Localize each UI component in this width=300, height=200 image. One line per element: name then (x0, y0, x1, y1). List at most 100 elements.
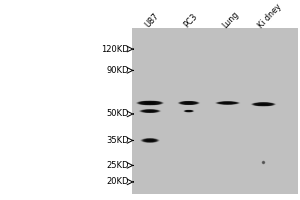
Ellipse shape (146, 140, 154, 141)
Ellipse shape (186, 110, 191, 112)
Ellipse shape (185, 110, 193, 112)
Ellipse shape (146, 102, 154, 104)
Ellipse shape (179, 101, 199, 105)
Ellipse shape (142, 102, 158, 104)
Ellipse shape (185, 102, 192, 104)
Ellipse shape (144, 139, 156, 142)
Ellipse shape (145, 110, 155, 112)
Ellipse shape (149, 140, 151, 141)
Text: U87: U87 (143, 12, 161, 30)
Ellipse shape (186, 110, 192, 112)
Ellipse shape (215, 101, 240, 105)
Ellipse shape (145, 110, 155, 112)
Ellipse shape (221, 102, 234, 104)
Ellipse shape (139, 109, 161, 113)
Ellipse shape (185, 102, 193, 104)
Ellipse shape (144, 102, 156, 104)
Ellipse shape (136, 101, 164, 105)
Ellipse shape (149, 140, 151, 141)
Ellipse shape (218, 102, 237, 104)
Ellipse shape (218, 102, 238, 104)
Ellipse shape (142, 102, 158, 104)
Ellipse shape (186, 110, 192, 112)
Ellipse shape (144, 102, 156, 104)
Ellipse shape (146, 139, 154, 141)
Text: 35KD: 35KD (106, 136, 129, 145)
Ellipse shape (143, 102, 157, 104)
Ellipse shape (218, 102, 237, 104)
Ellipse shape (140, 101, 160, 105)
Ellipse shape (181, 101, 197, 105)
Ellipse shape (261, 104, 266, 105)
Ellipse shape (259, 103, 268, 105)
Ellipse shape (260, 104, 267, 105)
Ellipse shape (180, 101, 197, 105)
Ellipse shape (184, 102, 194, 104)
Ellipse shape (259, 104, 268, 105)
Ellipse shape (186, 111, 191, 112)
Ellipse shape (261, 104, 266, 105)
Ellipse shape (184, 110, 194, 112)
Ellipse shape (146, 110, 154, 112)
Ellipse shape (141, 138, 159, 143)
Ellipse shape (179, 101, 198, 105)
Ellipse shape (255, 103, 272, 106)
Ellipse shape (141, 109, 159, 113)
Ellipse shape (222, 102, 233, 104)
Ellipse shape (182, 102, 196, 104)
Ellipse shape (146, 139, 154, 142)
Ellipse shape (216, 101, 239, 105)
Ellipse shape (147, 110, 153, 112)
Ellipse shape (178, 101, 199, 105)
Ellipse shape (183, 110, 194, 112)
Ellipse shape (140, 109, 160, 113)
Ellipse shape (146, 110, 154, 112)
Ellipse shape (224, 102, 231, 104)
Ellipse shape (184, 110, 193, 112)
Ellipse shape (252, 102, 275, 106)
Ellipse shape (256, 103, 271, 106)
Ellipse shape (221, 102, 235, 104)
Ellipse shape (147, 140, 153, 141)
Ellipse shape (186, 102, 192, 104)
Ellipse shape (253, 103, 274, 106)
Ellipse shape (178, 101, 200, 105)
Ellipse shape (143, 110, 157, 112)
Ellipse shape (181, 102, 196, 104)
Ellipse shape (142, 138, 158, 142)
Ellipse shape (148, 140, 152, 141)
Ellipse shape (142, 110, 158, 112)
Ellipse shape (187, 111, 191, 112)
Ellipse shape (137, 101, 163, 105)
Ellipse shape (148, 111, 152, 112)
Ellipse shape (254, 103, 273, 106)
Ellipse shape (184, 110, 194, 112)
Ellipse shape (183, 102, 195, 104)
Ellipse shape (145, 139, 155, 142)
Ellipse shape (140, 109, 160, 113)
Ellipse shape (223, 102, 232, 104)
Ellipse shape (253, 102, 274, 106)
Ellipse shape (260, 104, 267, 105)
Ellipse shape (216, 101, 239, 105)
Ellipse shape (251, 102, 276, 106)
Text: Lung: Lung (221, 9, 241, 30)
Ellipse shape (141, 110, 159, 113)
Ellipse shape (147, 102, 153, 104)
Ellipse shape (185, 110, 192, 112)
Ellipse shape (262, 104, 265, 105)
Ellipse shape (148, 140, 152, 141)
Ellipse shape (220, 102, 236, 104)
Text: 50KD: 50KD (106, 109, 129, 118)
Ellipse shape (258, 103, 269, 105)
Ellipse shape (252, 102, 275, 106)
Ellipse shape (177, 101, 200, 105)
Ellipse shape (219, 102, 236, 104)
Ellipse shape (183, 102, 195, 104)
Ellipse shape (257, 103, 270, 105)
Ellipse shape (142, 139, 158, 142)
Ellipse shape (142, 110, 158, 113)
Ellipse shape (258, 103, 269, 105)
Ellipse shape (185, 110, 193, 112)
Ellipse shape (142, 138, 158, 143)
